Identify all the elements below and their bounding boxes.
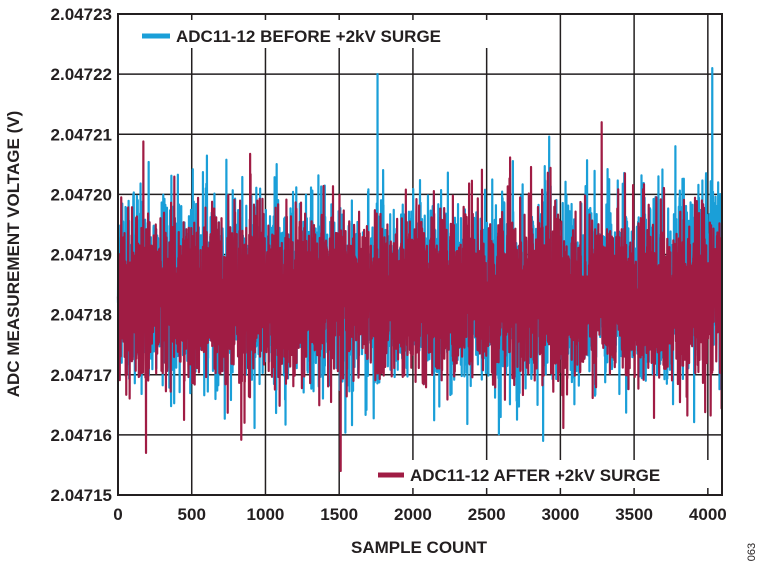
- y-tick-label: 2.04721: [51, 125, 112, 144]
- y-tick-label: 2.04722: [51, 65, 112, 84]
- x-tick-label: 1000: [247, 505, 285, 524]
- legend-after-label: ADC11-12 AFTER +2kV SURGE: [410, 466, 660, 485]
- series-after-line: [116, 121, 723, 473]
- x-tick-label: 2000: [394, 505, 432, 524]
- y-tick-label: 2.04719: [51, 246, 112, 265]
- x-tick-label: 3000: [541, 505, 579, 524]
- x-tick-label: 0: [113, 505, 122, 524]
- y-tick-label: 2.04715: [51, 486, 112, 505]
- y-axis-title: ADC MEASUREMENT VOLTAGE (V): [4, 111, 23, 397]
- x-tick-labels: 0 500 1000 1500 2000 2500 3000 3500 4000: [113, 505, 726, 524]
- legend-after-bg: [372, 460, 710, 488]
- series-layer: [116, 67, 723, 473]
- x-tick-label: 500: [178, 505, 206, 524]
- y-tick-label: 2.04717: [51, 366, 112, 385]
- x-tick-label: 3500: [615, 505, 653, 524]
- y-tick-label: 2.04716: [51, 426, 112, 445]
- y-tick-label: 2.04718: [51, 306, 112, 325]
- x-tick-label: 2500: [468, 505, 506, 524]
- plot-frame: [117, 13, 723, 496]
- y-tick-labels: 2.04715 2.04716 2.04717 2.04718 2.04719 2.047…: [51, 5, 112, 505]
- figure-number: 063: [746, 543, 758, 561]
- legend-before-label: ADC11-12 BEFORE +2kV SURGE: [176, 27, 441, 46]
- x-tick-label: 4000: [689, 505, 727, 524]
- y-tick-label: 2.04720: [51, 185, 112, 204]
- y-tick-label: 2.04723: [51, 5, 112, 24]
- x-axis-title: SAMPLE COUNT: [351, 538, 488, 557]
- x-tick-label: 1500: [320, 505, 358, 524]
- legend-before-bg: [136, 20, 506, 48]
